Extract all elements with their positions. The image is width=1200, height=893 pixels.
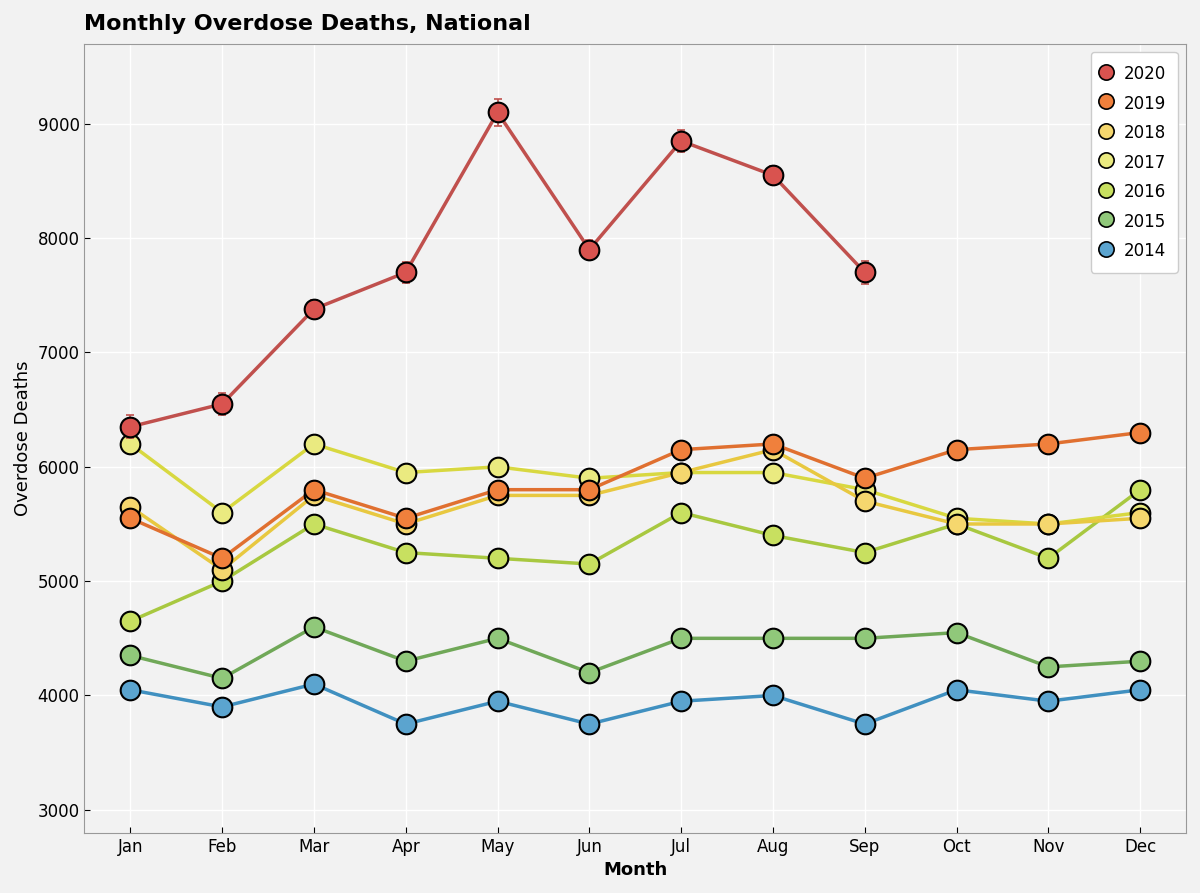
Text: Monthly Overdose Deaths, National: Monthly Overdose Deaths, National (84, 14, 532, 34)
Point (947, 443, 966, 457)
Point (1130, 482, 1150, 497)
Point (212, 672, 232, 686)
Point (763, 529, 782, 543)
Point (121, 614, 140, 629)
Point (580, 472, 599, 486)
Point (396, 265, 415, 280)
X-axis label: Month: Month (604, 861, 667, 879)
Point (305, 620, 324, 634)
Point (856, 494, 875, 508)
Point (1130, 654, 1150, 668)
Point (212, 551, 232, 565)
Point (947, 511, 966, 525)
Point (672, 134, 691, 148)
Point (763, 437, 782, 451)
Point (1039, 660, 1058, 674)
Point (488, 482, 508, 497)
Point (488, 631, 508, 646)
Point (396, 465, 415, 480)
Point (305, 677, 324, 691)
Point (305, 488, 324, 503)
Point (488, 460, 508, 474)
Point (121, 682, 140, 697)
Point (305, 437, 324, 451)
Point (488, 105, 508, 120)
Point (763, 443, 782, 457)
Point (121, 500, 140, 514)
Point (947, 682, 966, 697)
Point (1130, 425, 1150, 439)
Point (580, 482, 599, 497)
Point (856, 717, 875, 731)
Point (580, 242, 599, 256)
Point (488, 694, 508, 708)
Point (856, 482, 875, 497)
Point (856, 546, 875, 560)
Point (305, 482, 324, 497)
Point (488, 551, 508, 565)
Legend: 2020, 2019, 2018, 2017, 2016, 2015, 2014: 2020, 2019, 2018, 2017, 2016, 2015, 2014 (1091, 52, 1177, 272)
Point (305, 517, 324, 531)
Point (1039, 437, 1058, 451)
Point (396, 546, 415, 560)
Point (947, 625, 966, 639)
Point (580, 557, 599, 572)
Point (672, 465, 691, 480)
Point (763, 631, 782, 646)
Point (396, 517, 415, 531)
Point (1039, 517, 1058, 531)
Point (121, 511, 140, 525)
Point (672, 443, 691, 457)
Point (947, 517, 966, 531)
Point (947, 517, 966, 531)
Point (1039, 551, 1058, 565)
Point (856, 265, 875, 280)
Point (763, 465, 782, 480)
Point (212, 563, 232, 577)
Point (396, 654, 415, 668)
Point (856, 472, 875, 486)
Point (121, 648, 140, 663)
Point (763, 689, 782, 703)
Y-axis label: Overdose Deaths: Overdose Deaths (14, 361, 32, 516)
Point (305, 302, 324, 316)
Point (1130, 511, 1150, 525)
Point (1039, 517, 1058, 531)
Point (212, 700, 232, 714)
Point (212, 396, 232, 411)
Point (212, 505, 232, 520)
Point (121, 437, 140, 451)
Point (396, 717, 415, 731)
Point (763, 168, 782, 182)
Point (856, 631, 875, 646)
Point (580, 488, 599, 503)
Point (121, 420, 140, 434)
Point (580, 665, 599, 680)
Point (1130, 682, 1150, 697)
Point (672, 465, 691, 480)
Point (396, 511, 415, 525)
Point (1039, 694, 1058, 708)
Point (212, 574, 232, 588)
Point (488, 488, 508, 503)
Point (1130, 505, 1150, 520)
Point (580, 717, 599, 731)
Point (672, 505, 691, 520)
Point (672, 694, 691, 708)
Point (672, 631, 691, 646)
